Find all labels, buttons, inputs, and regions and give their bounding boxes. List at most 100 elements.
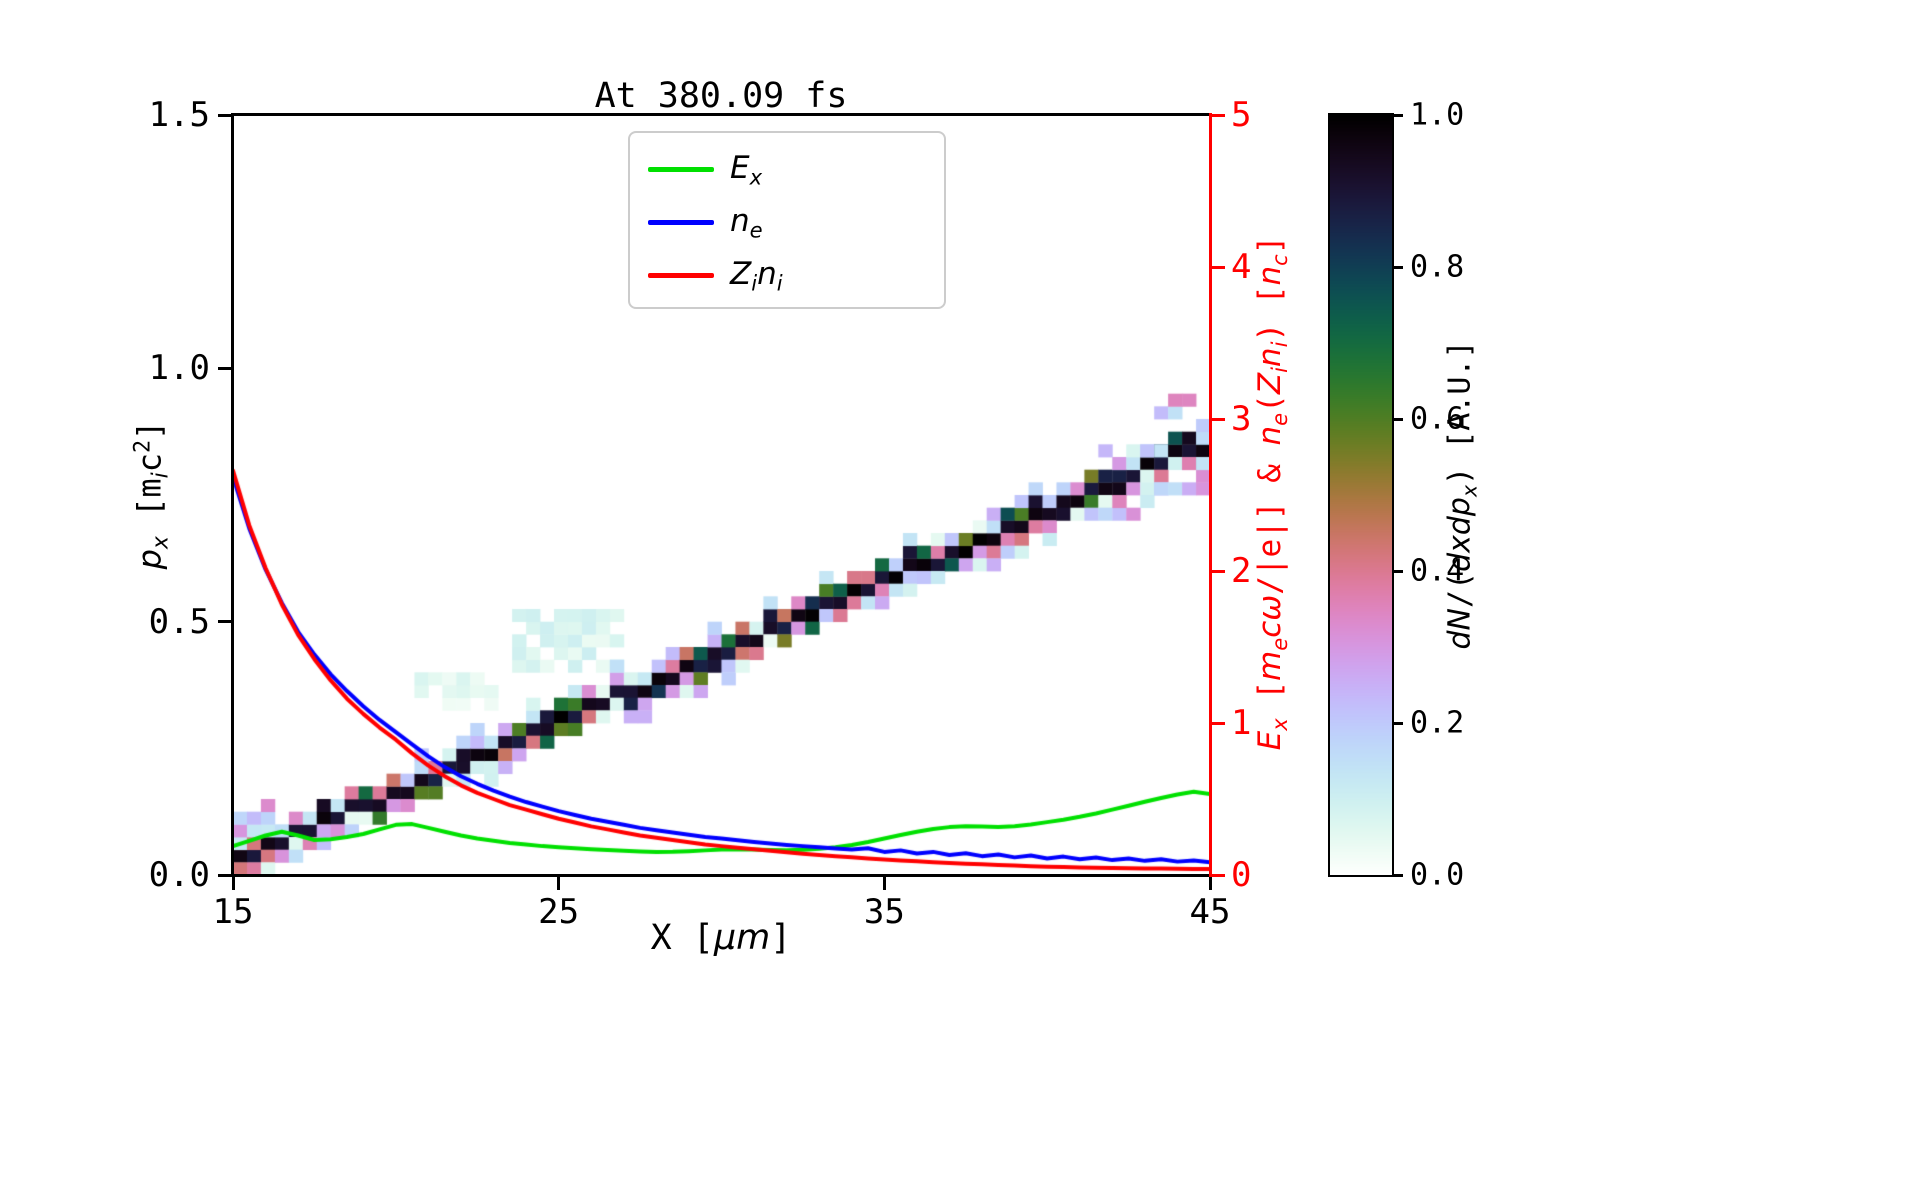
y-right-tick-label: 2 bbox=[1231, 551, 1252, 591]
y-left-tick-label: 0.5 bbox=[148, 601, 210, 642]
label-segment: ) [ bbox=[1252, 285, 1289, 342]
legend-item: Ex bbox=[648, 143, 944, 196]
colorbar-tick-label: 0.0 bbox=[1410, 857, 1465, 893]
label-segment: /|e|] & bbox=[1252, 445, 1289, 595]
y-left-tick bbox=[218, 620, 231, 624]
label-segment: n bbox=[1252, 265, 1289, 286]
y-right-tick bbox=[1212, 265, 1225, 269]
y-right-tick-label: 1 bbox=[1231, 703, 1252, 743]
x-tick bbox=[231, 877, 235, 890]
y-right-tick bbox=[1212, 873, 1225, 877]
label-segment: cω bbox=[1252, 594, 1289, 638]
label-segment: dN bbox=[1442, 608, 1478, 650]
x-tick bbox=[557, 877, 561, 890]
label-segment: E bbox=[730, 149, 750, 186]
legend-item: ne bbox=[648, 196, 944, 249]
label-segment: i bbox=[148, 472, 174, 479]
plot-title: At 380.09 fs bbox=[594, 76, 848, 116]
label-segment: E bbox=[1252, 730, 1289, 751]
legend-label: Zini bbox=[730, 256, 783, 296]
y-left-tick bbox=[218, 873, 231, 877]
colorbar-tick-label: 0.2 bbox=[1410, 705, 1465, 741]
label-segment: Z bbox=[730, 255, 752, 292]
label-segment: 2 bbox=[130, 439, 156, 454]
x-tick-label: 15 bbox=[212, 892, 254, 932]
label-segment: e bbox=[1266, 412, 1292, 426]
label-segment: [ bbox=[1252, 680, 1289, 719]
x-tick-label: 35 bbox=[863, 892, 905, 932]
colorbar-tick-label: 0.4 bbox=[1410, 553, 1465, 589]
x-tick bbox=[1208, 877, 1212, 890]
label-segment: n bbox=[757, 255, 777, 292]
y-left-tick-label: 0.0 bbox=[148, 855, 210, 895]
label-segment: dxdp bbox=[1442, 497, 1478, 572]
right-spine bbox=[1209, 113, 1212, 877]
label-segment: i bbox=[1266, 367, 1292, 373]
label-segment: i bbox=[1266, 341, 1292, 348]
label-segment: x bbox=[1457, 484, 1482, 498]
legend-line-sample bbox=[648, 273, 714, 278]
label-segment: c bbox=[130, 453, 169, 473]
y-right-tick bbox=[1212, 417, 1225, 421]
label-segment: n bbox=[730, 202, 750, 239]
y-left-tick-label: 1.0 bbox=[148, 348, 210, 389]
y-right-tick bbox=[1212, 569, 1225, 573]
legend-label: Ex bbox=[730, 150, 762, 190]
legend-item: Zini bbox=[648, 249, 944, 302]
legend-line-sample bbox=[648, 220, 714, 225]
y-right-tick-label: 5 bbox=[1231, 95, 1252, 135]
label-segment: c bbox=[1266, 254, 1292, 266]
label-segment: ] bbox=[130, 420, 169, 440]
y-left-tick-label: 1.5 bbox=[148, 95, 210, 135]
colorbar-tick bbox=[1392, 721, 1403, 725]
legend: Ex ne Zini bbox=[628, 131, 946, 309]
label-segment: μm bbox=[713, 918, 771, 958]
colorbar-tick-label: 0.8 bbox=[1410, 249, 1465, 285]
left-spine bbox=[231, 113, 234, 877]
y-right-tick-label: 0 bbox=[1231, 855, 1252, 895]
colorbar-label: dN/(dxdpx) [A.U.] bbox=[1443, 340, 1482, 649]
bottom-spine bbox=[231, 874, 1212, 877]
label-segment: n bbox=[1252, 425, 1289, 446]
top-spine bbox=[231, 113, 1212, 116]
label-segment: i bbox=[751, 270, 758, 296]
label-segment: ) [A.U.] bbox=[1442, 340, 1478, 485]
colorbar-tick bbox=[1392, 417, 1403, 421]
x-tick-label: 25 bbox=[538, 892, 580, 932]
colorbar-tick bbox=[1392, 265, 1403, 269]
label-segment: x bbox=[148, 536, 174, 550]
y-right-tick-label: 4 bbox=[1231, 247, 1252, 287]
label-segment: m bbox=[1252, 650, 1289, 681]
x-tick bbox=[882, 877, 886, 890]
y-right-tick bbox=[1212, 113, 1225, 117]
colorbar-gradient-canvas bbox=[1330, 115, 1392, 875]
colorbar-tick-label: 0.6 bbox=[1410, 401, 1465, 437]
label-segment: e bbox=[749, 217, 763, 243]
label-segment: ] bbox=[1252, 235, 1289, 255]
x-axis-label: X [μm] bbox=[651, 918, 792, 958]
colorbar-tick bbox=[1392, 873, 1403, 877]
y-left-axis-label: px [mic2] bbox=[131, 421, 174, 570]
label-segment: e bbox=[1266, 637, 1292, 651]
legend-label: ne bbox=[730, 203, 763, 243]
label-segment: X [ bbox=[650, 918, 714, 958]
y-left-tick bbox=[218, 366, 231, 370]
colorbar-tick bbox=[1392, 113, 1403, 117]
y-right-tick-label: 3 bbox=[1231, 399, 1252, 439]
label-segment: [m bbox=[130, 478, 169, 537]
label-segment: p bbox=[130, 549, 169, 570]
y-right-axis-label: Ex [mecω/|e|] & ne(Zini) [nc] bbox=[1252, 236, 1292, 751]
y-right-tick bbox=[1212, 721, 1225, 725]
label-segment: ( bbox=[1252, 394, 1289, 413]
colorbar-frame bbox=[1328, 113, 1394, 877]
label-segment: /( bbox=[1442, 571, 1478, 609]
colorbar-tick bbox=[1392, 569, 1403, 573]
label-segment: ] bbox=[770, 918, 792, 958]
legend-line-sample bbox=[648, 167, 714, 172]
label-segment: x bbox=[1266, 718, 1292, 731]
label-segment: n bbox=[1252, 347, 1289, 368]
colorbar-tick-label: 1.0 bbox=[1410, 97, 1465, 133]
y-left-tick bbox=[218, 113, 231, 117]
label-segment: Z bbox=[1252, 372, 1289, 395]
